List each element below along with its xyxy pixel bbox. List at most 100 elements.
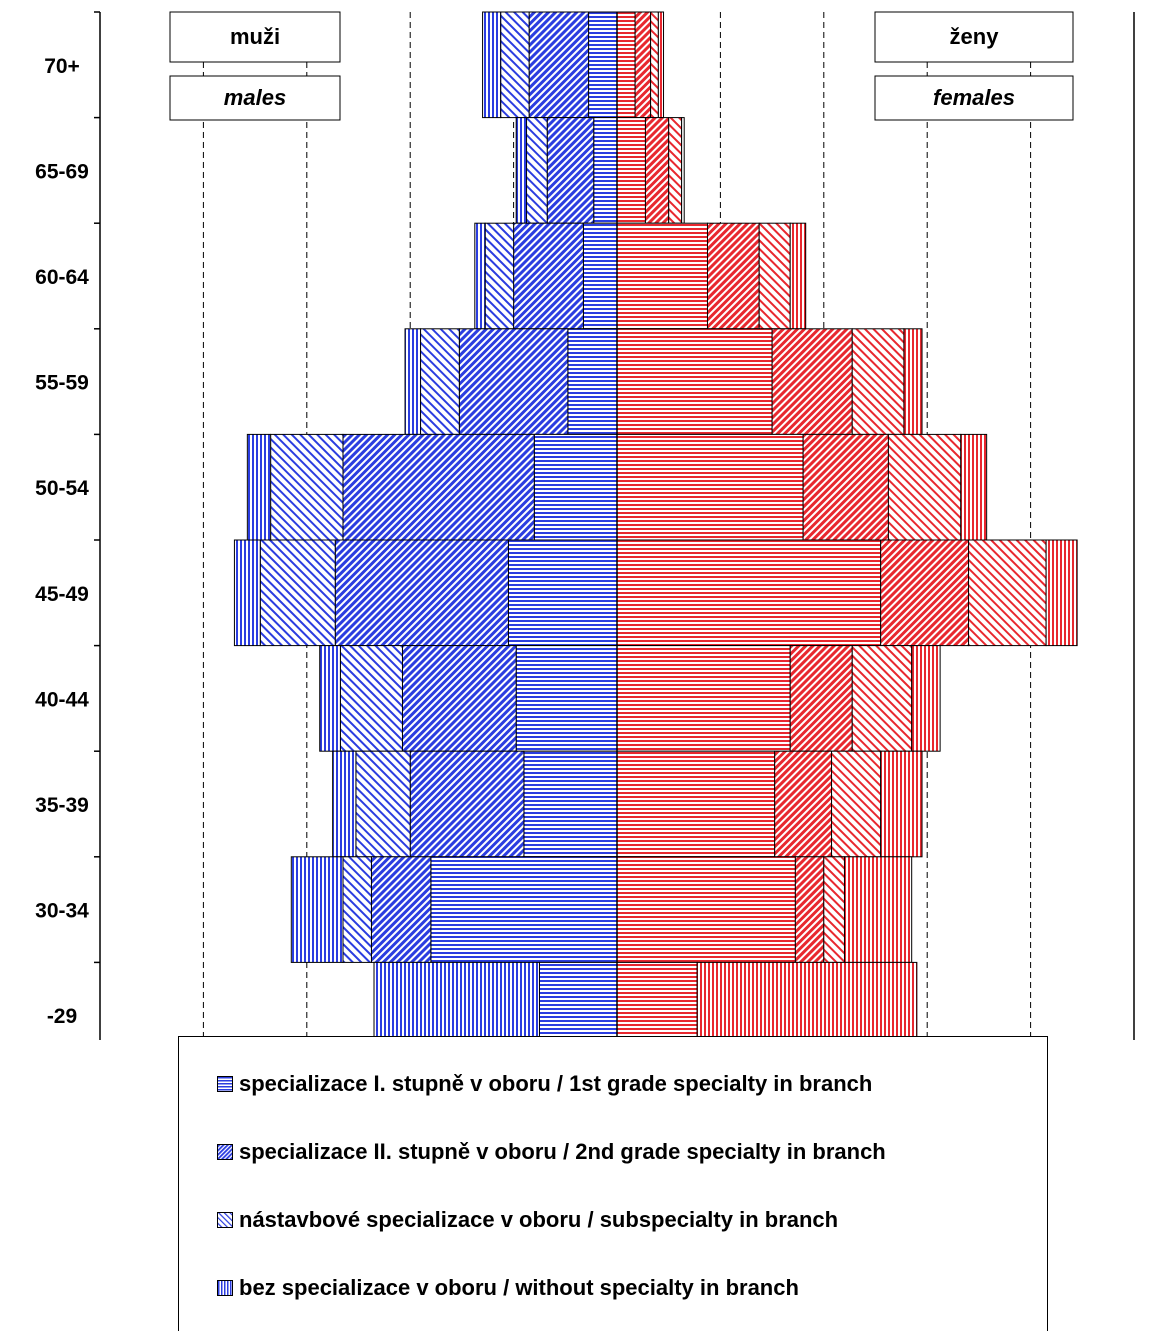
female-bar-segment (794, 856, 825, 963)
male-bar-segment (430, 856, 618, 963)
male-bar-segment (526, 117, 548, 224)
female-bar-segment (880, 539, 970, 647)
male-bar-segment (538, 961, 618, 1040)
male-bar-segment (246, 433, 272, 541)
male-bar-segment (270, 433, 344, 541)
male-bar-segment (339, 645, 403, 752)
female-bar-segment (758, 222, 791, 330)
legend-item-1st-grade: specializace I. stupně v oboru / 1st gra… (217, 1071, 872, 1097)
y-tick-label: 30-34 (35, 900, 89, 923)
legend-label: nástavbové specializace v oboru / subspe… (239, 1207, 839, 1232)
male-bar-segment (515, 645, 618, 752)
male-bar-segment (533, 433, 618, 541)
legend-item-without-specialty: bez specializace v oboru / without speci… (217, 1275, 799, 1301)
female-bar-segment (789, 222, 807, 330)
y-tick-label: 40-44 (35, 688, 89, 711)
female-bar-segment (851, 328, 905, 435)
male-bar-segment (259, 539, 336, 647)
female-bar-segment (634, 11, 652, 119)
female-bar-segment (616, 433, 804, 541)
legend-item-subspecialty: nástavbové specializace v oboru / subspe… (217, 1207, 838, 1233)
male-bar-segment (474, 222, 486, 330)
y-tick-label: 65-69 (35, 160, 89, 183)
female-bar-segment (774, 750, 833, 858)
male-bar-segment (484, 222, 515, 330)
male-bar-segment (567, 328, 618, 435)
female-bar-segment (1045, 539, 1078, 647)
male-bar-segment (582, 222, 618, 330)
female-bar-segment (644, 117, 670, 224)
males-label-en: males (224, 85, 286, 110)
male-bar-segment (373, 961, 540, 1040)
male-bar-segment (355, 750, 411, 858)
y-axis-labels: 70+ 65-69 60-64 55-59 50-54 45-49 40-44 35-39 30… (35, 55, 89, 1028)
female-bar-segment (880, 750, 923, 858)
y-tick-label: -29 (47, 1005, 77, 1028)
male-bar-segment (523, 750, 618, 858)
legend-item-2nd-grade: specializace II. stupně v oboru / 2nd gr… (217, 1139, 886, 1165)
female-bar-segment (843, 856, 913, 963)
legend-label: specializace I. stupně v oboru / 1st gra… (239, 1071, 873, 1096)
females-label-cz: ženy (950, 24, 1000, 49)
y-tick-label: 60-64 (35, 266, 89, 289)
legend-swatch-diagonal-light-icon (217, 1212, 233, 1228)
y-tick-label: 50-54 (35, 477, 89, 500)
male-bar-segment (233, 539, 261, 647)
female-bar-segment (911, 645, 941, 752)
female-bar-segment (823, 856, 845, 963)
female-bar-segment (903, 328, 923, 435)
male-bar-segment (342, 433, 535, 541)
males-label-cz: muži (230, 24, 280, 49)
female-bar-segment (650, 11, 659, 119)
female-bar-segment (616, 11, 636, 119)
female-bar-segment (616, 117, 646, 224)
y-tick-label: 45-49 (35, 583, 89, 606)
female-bar-segment (887, 433, 962, 541)
male-bar-segment (319, 645, 341, 752)
female-bar-segment (616, 328, 773, 435)
legend-swatch-diagonal-dense-icon (217, 1144, 233, 1160)
female-bar-segment (657, 11, 665, 119)
female-bar-segment (681, 117, 685, 224)
male-bar-segment (515, 117, 528, 224)
female-bar-segment (616, 856, 796, 963)
male-bar-segment (420, 328, 460, 435)
female-bar-segment (802, 433, 889, 541)
male-bar-segment (332, 750, 357, 858)
legend-swatch-vertical-icon (217, 1280, 233, 1296)
male-bar-segment (458, 328, 569, 435)
female-bar-segment (668, 117, 683, 224)
male-bar-segment (409, 750, 525, 858)
bars (233, 11, 1078, 1040)
axes (94, 11, 1135, 1040)
population-pyramid-chart: 70+ 65-69 60-64 55-59 50-54 45-49 40-44 35-39 30… (35, 11, 1135, 1040)
male-bar-segment (513, 222, 584, 330)
legend-swatch-horizontal-icon (217, 1076, 233, 1092)
females-label-en: females (933, 85, 1015, 110)
female-bar-segment (696, 961, 918, 1040)
male-bar-segment (593, 117, 618, 224)
y-tick-label: 35-39 (35, 794, 89, 817)
female-bar-segment (831, 750, 882, 858)
male-bar-segment (528, 11, 590, 119)
legend-label: bez specializace v oboru / without speci… (239, 1275, 799, 1300)
male-bar-segment (404, 328, 422, 435)
female-bar-segment (616, 539, 882, 647)
female-bar-segment (616, 645, 791, 752)
legend: specializace I. stupně v oboru / 1st gra… (178, 1036, 1048, 1331)
female-bar-segment (616, 750, 776, 858)
legend-label: specializace II. stupně v oboru / 2nd gr… (239, 1139, 886, 1164)
female-bar-segment (771, 328, 853, 435)
female-bar-segment (851, 645, 913, 752)
female-bar-segment (616, 961, 698, 1040)
female-bar-segment (960, 433, 988, 541)
male-bar-segment (342, 856, 372, 963)
male-bar-segment (482, 11, 502, 119)
male-bar-segment (401, 645, 517, 752)
female-bar-segment (789, 645, 853, 752)
male-bar-segment (500, 11, 530, 119)
male-bar-segment (588, 11, 618, 119)
female-bar-segment (706, 222, 760, 330)
male-bar-segment (507, 539, 618, 647)
sex-labels: muži males ženy females (169, 11, 1074, 121)
